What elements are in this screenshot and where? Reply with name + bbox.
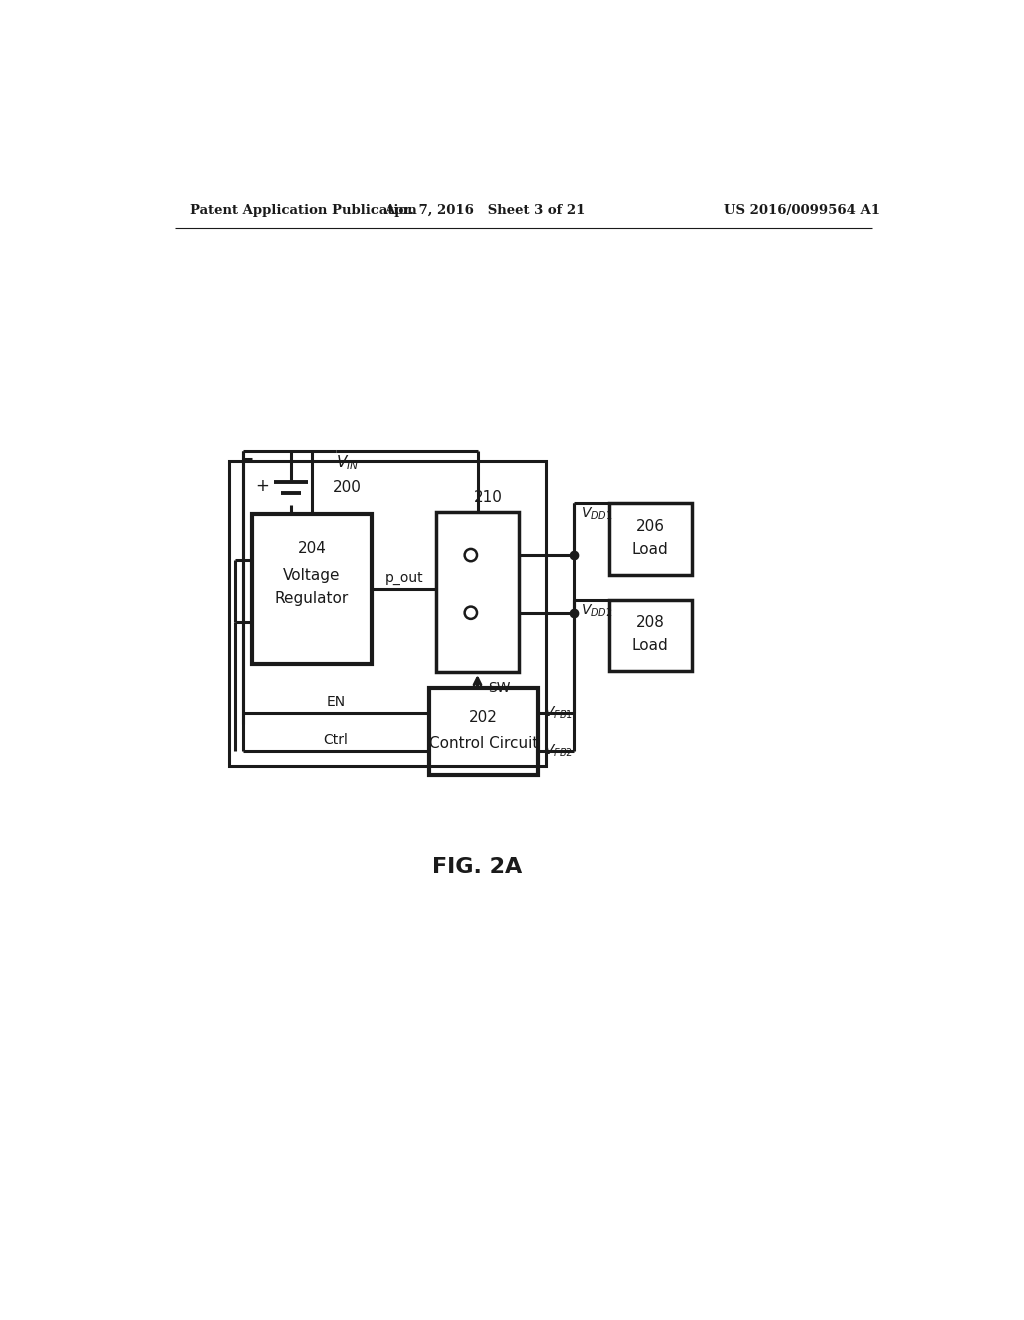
Text: 202: 202 (469, 710, 498, 725)
Text: Regulator: Regulator (274, 591, 349, 606)
Text: Voltage: Voltage (284, 568, 341, 583)
Text: $V_{DD1}$: $V_{DD1}$ (581, 506, 612, 523)
Text: Patent Application Publication: Patent Application Publication (190, 205, 417, 218)
Bar (252, 515, 372, 664)
Circle shape (465, 549, 477, 561)
Text: p_out: p_out (385, 572, 423, 586)
Text: $V_{DD2}$: $V_{DD2}$ (581, 602, 612, 619)
Bar (429, 688, 538, 775)
Text: Ctrl: Ctrl (324, 733, 348, 747)
Text: Load: Load (632, 639, 669, 653)
Text: $V_{IN}$: $V_{IN}$ (336, 453, 359, 473)
Text: SW: SW (488, 681, 511, 694)
Text: 206: 206 (636, 519, 665, 535)
Text: EN: EN (327, 694, 346, 709)
Text: FIG. 2A: FIG. 2A (432, 857, 522, 876)
Text: 210: 210 (474, 491, 503, 506)
Text: +: + (255, 477, 269, 495)
Text: 200: 200 (334, 480, 362, 495)
Bar (228, 461, 546, 766)
Text: Apr. 7, 2016   Sheet 3 of 21: Apr. 7, 2016 Sheet 3 of 21 (384, 205, 585, 218)
Text: 208: 208 (636, 615, 665, 630)
Text: Control Circuit: Control Circuit (429, 737, 539, 751)
Circle shape (465, 607, 477, 619)
Text: $V_{FB1}$: $V_{FB1}$ (544, 705, 573, 721)
Text: Load: Load (632, 543, 669, 557)
Text: US 2016/0099564 A1: US 2016/0099564 A1 (724, 205, 881, 218)
Text: $V_{FB2}$: $V_{FB2}$ (544, 743, 573, 759)
Bar (435, 512, 519, 672)
Text: 204: 204 (298, 541, 327, 556)
Bar (608, 599, 692, 671)
Bar (608, 503, 692, 576)
